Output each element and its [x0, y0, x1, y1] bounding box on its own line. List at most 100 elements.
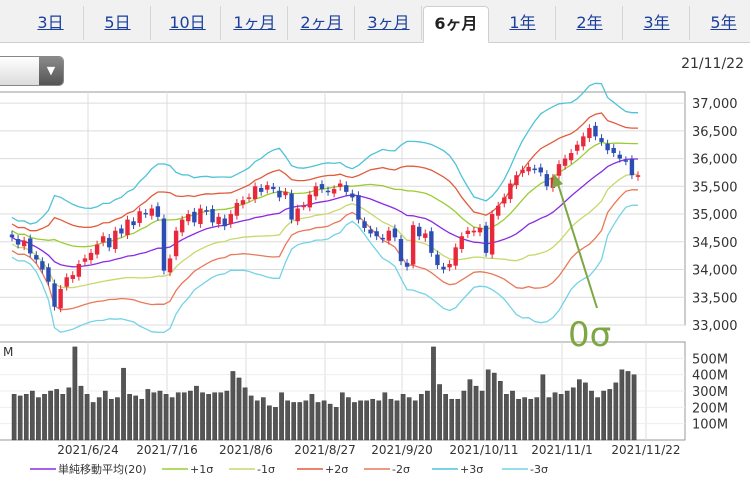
candle-body: [131, 221, 136, 226]
volume-bar: [370, 398, 376, 441]
volume-bar: [200, 392, 205, 441]
volume-bar: [11, 394, 17, 441]
candle-body: [100, 236, 106, 243]
tab-5[interactable]: 3ヶ月: [356, 6, 422, 40]
volume-bar: [510, 390, 515, 441]
volume-bar: [78, 385, 84, 441]
tab-0[interactable]: 3日: [18, 6, 84, 40]
volume-bar: [504, 394, 509, 441]
legend-label: -2σ: [392, 463, 410, 476]
candle-body: [599, 138, 604, 142]
tab-9[interactable]: 3年: [624, 6, 690, 40]
volume-bar: [431, 346, 436, 441]
volume-bar: [558, 394, 564, 441]
volume-bar: [157, 390, 163, 441]
volume-bar: [297, 402, 303, 441]
volume-bar: [66, 387, 72, 441]
tab-7[interactable]: 1年: [490, 6, 556, 40]
candle-body: [295, 208, 300, 222]
volume-bar: [595, 397, 600, 441]
volume-bar: [30, 390, 35, 441]
tab-10[interactable]: 5年: [691, 6, 750, 40]
tab-1[interactable]: 5日: [85, 6, 151, 40]
candle-body: [283, 191, 288, 196]
candle-body: [423, 233, 428, 238]
price-tick-label: 34,000: [692, 264, 738, 279]
volume-bar: [601, 390, 606, 441]
candle-body: [587, 128, 592, 139]
volume-bar: [218, 392, 224, 441]
x-tick-label: 2021/10/11: [449, 443, 518, 457]
volume-bar: [352, 402, 357, 441]
candle-body: [125, 219, 130, 236]
candle-body: [173, 230, 179, 257]
volume-bar: [121, 367, 126, 441]
candle-body: [629, 159, 635, 176]
volume-bar: [570, 387, 576, 441]
volume-bar: [346, 397, 351, 441]
candle-body: [447, 263, 452, 268]
candle-body: [210, 209, 215, 223]
candle-body: [356, 195, 361, 220]
candle-body: [496, 205, 501, 216]
tab-2[interactable]: 10日: [155, 6, 221, 40]
candle-body: [581, 136, 586, 147]
candle-body: [623, 160, 629, 162]
candle-body: [593, 125, 598, 137]
volume-bar: [279, 392, 284, 441]
volume-bar: [540, 374, 546, 441]
volume-bar: [224, 390, 230, 441]
x-tick-label: 2021/9/20: [371, 443, 433, 457]
annotation-label: 0σ: [568, 315, 611, 355]
x-tick-label: 2021/7/16: [136, 443, 198, 457]
candle-body: [502, 197, 507, 204]
candle-body: [404, 262, 410, 267]
candle-body: [374, 231, 379, 237]
volume-bar: [577, 379, 582, 441]
candle-body: [46, 267, 51, 282]
annotation-arrowhead: [552, 174, 563, 188]
candle-body: [9, 234, 15, 238]
tab-4[interactable]: 2ヶ月: [289, 6, 355, 40]
tab-8[interactable]: 2年: [557, 6, 623, 40]
volume-bar: [194, 385, 199, 441]
candle-body: [186, 214, 191, 222]
volume-bar: [333, 407, 339, 441]
candle-body: [331, 189, 337, 194]
volume-bar: [394, 400, 400, 441]
candle-body: [28, 238, 33, 254]
x-tick-label: 2021/6/24: [57, 443, 119, 457]
volume-bar: [291, 402, 297, 441]
tab-3[interactable]: 1ヶ月: [222, 6, 288, 40]
candle-body: [635, 175, 641, 177]
candle-body: [240, 200, 246, 205]
volume-bar: [72, 346, 78, 441]
candle-body: [204, 210, 209, 212]
chevron-down-icon[interactable]: ▼: [39, 57, 63, 85]
volume-bar: [36, 397, 41, 441]
volume-bar: [400, 394, 406, 441]
volume-bar: [163, 394, 169, 441]
candle-body: [508, 183, 513, 200]
volume-tick-label: 200M: [692, 401, 728, 416]
candle-body: [143, 212, 148, 215]
volume-bar: [461, 390, 467, 441]
candle-body: [119, 228, 124, 234]
band-minus1: [11, 173, 638, 289]
price-tick-label: 35,500: [692, 180, 738, 195]
volume-bar: [449, 398, 455, 441]
tab-6[interactable]: 6ヶ月: [423, 6, 489, 43]
volume-bar: [613, 382, 619, 441]
candle-body: [82, 258, 88, 262]
candle-body: [538, 167, 543, 173]
chart-date: 21/11/22: [681, 56, 744, 72]
candle-body: [319, 184, 325, 190]
volume-bar: [473, 385, 479, 441]
candle-body: [216, 216, 221, 225]
volume-bar: [309, 394, 315, 441]
volume-bar: [54, 389, 59, 441]
candle-body: [459, 236, 464, 249]
legend-label: -3σ: [530, 463, 548, 476]
volume-bar: [260, 397, 266, 441]
indicator-dropdown[interactable]: ▼: [0, 56, 64, 86]
